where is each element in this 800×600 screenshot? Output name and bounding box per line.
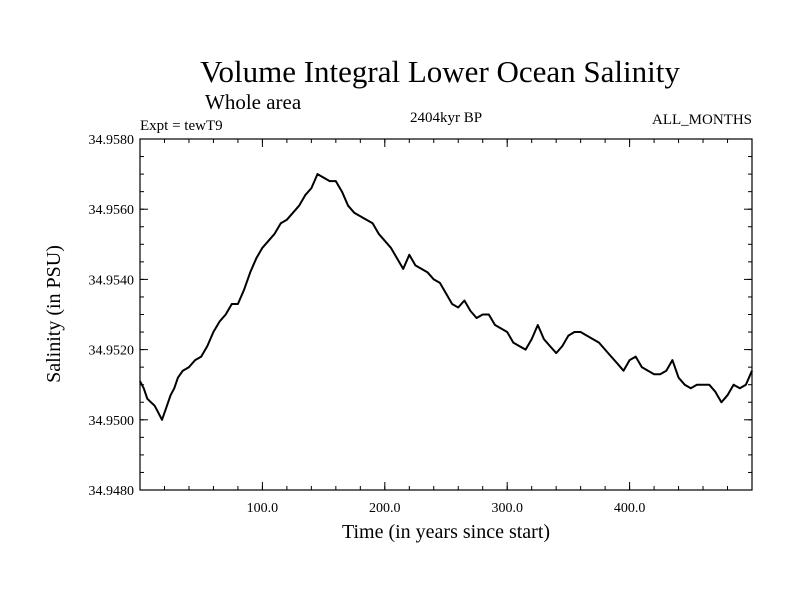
x-tick-label: 300.0: [491, 501, 523, 516]
chart-subtitle: Whole area: [205, 90, 302, 114]
y-tick-label: 34.9520: [89, 344, 135, 359]
months-label: ALL_MONTHS: [652, 112, 752, 128]
x-tick-label: 400.0: [614, 501, 646, 516]
x-axis-label: Time (in years since start): [342, 521, 550, 543]
y-tick-label: 34.9540: [89, 273, 135, 288]
y-tick-label: 34.9560: [89, 203, 135, 218]
x-tick-label: 200.0: [369, 501, 401, 516]
y-axis-label: Salinity (in PSU): [43, 245, 65, 383]
x-axis: 100.0 200.0 300.0 400.0: [163, 139, 729, 516]
period-label: 2404kyr BP: [410, 110, 482, 126]
salinity-series-line: [139, 173, 753, 421]
expt-label: Expt = tewT9: [140, 118, 223, 134]
x-tick-label: 100.0: [247, 501, 279, 516]
y-tick-label: 34.9500: [89, 414, 135, 429]
y-axis: 34.9480 34.9500 34.9520 34.9540 34.9560 34.95…: [89, 133, 752, 499]
plot-frame: [139, 138, 753, 491]
y-tick-label: 34.9480: [89, 484, 135, 499]
y-tick-label: 34.9580: [89, 133, 135, 148]
chart-title: Volume Integral Lower Ocean Salinity: [200, 54, 680, 89]
